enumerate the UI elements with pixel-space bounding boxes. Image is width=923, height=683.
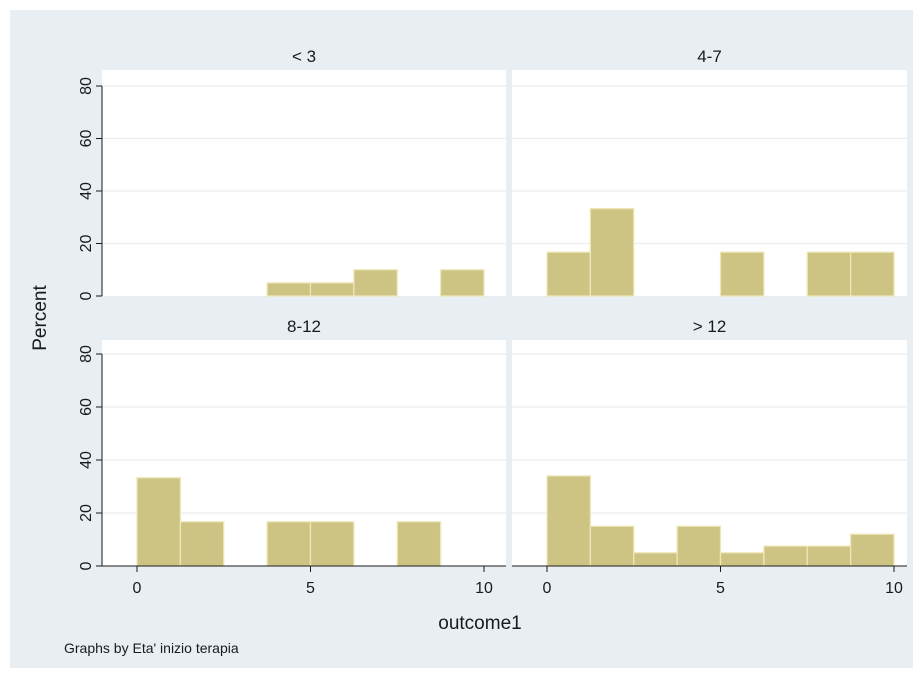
x-axis-label: outcome1 <box>438 613 521 634</box>
y-tick-label: 40 <box>78 451 95 469</box>
y-tick-label: 20 <box>78 504 95 522</box>
panel: 8-12 0 20 40 60 80 0 5 10 <box>78 311 506 597</box>
histogram-bar <box>849 533 895 567</box>
histogram-bar <box>806 545 852 567</box>
y-axis-label: Percent <box>30 285 51 351</box>
histogram-bar <box>633 552 678 567</box>
plot-area <box>102 70 506 296</box>
x-tick-label: 5 <box>716 580 725 597</box>
histogram-bar <box>589 525 635 567</box>
histogram-bar <box>849 251 895 297</box>
histogram-bar <box>309 282 355 297</box>
histogram-bar <box>719 552 765 567</box>
histogram-bar <box>309 521 355 567</box>
panel: < 3 0 20 40 60 80 <box>78 42 506 300</box>
histogram-bar <box>806 251 852 297</box>
panel: 4-7 <box>512 42 907 297</box>
panel-strip <box>102 311 506 340</box>
panel-strip <box>102 42 506 70</box>
histogram-bar <box>266 282 312 297</box>
panel: > 12 0 5 10 <box>512 311 907 597</box>
panels-group: < 3 0 20 40 60 80 4-7 8-12 0 20 40 60 80 0 5 10 > 12 0 5 10 <box>78 42 907 597</box>
histogram-bar <box>396 521 442 567</box>
histogram-bar <box>546 251 592 297</box>
y-tick-label: 0 <box>78 291 95 300</box>
panel-strip <box>512 311 907 340</box>
histogram-bar <box>179 521 225 567</box>
y-tick-label: 20 <box>78 235 95 253</box>
panel-label: < 3 <box>292 47 316 66</box>
y-tick-label: 80 <box>78 77 95 95</box>
histogram-bar <box>353 269 398 297</box>
histogram-bar <box>136 477 182 567</box>
histogram-bar <box>676 525 722 567</box>
histogram-bar <box>266 521 312 567</box>
x-tick-label: 0 <box>543 580 552 597</box>
x-tick-label: 0 <box>133 580 142 597</box>
histogram-bar <box>763 545 808 567</box>
histogram-bar <box>546 475 592 567</box>
histogram-bar <box>439 269 485 297</box>
x-tick-label: 10 <box>885 580 903 597</box>
panel-label: 4-7 <box>697 47 722 66</box>
histogram-bar <box>589 207 635 297</box>
y-tick-label: 80 <box>78 345 95 363</box>
histogram-bar <box>719 251 765 297</box>
graphs-by-note: Graphs by Eta' inizio terapia <box>64 640 239 656</box>
y-tick-label: 40 <box>78 182 95 200</box>
panel-label: 8-12 <box>287 317 321 336</box>
y-tick-label: 0 <box>78 561 95 570</box>
x-tick-label: 5 <box>306 580 315 597</box>
y-tick-label: 60 <box>78 398 95 416</box>
panel-label: > 12 <box>693 317 727 336</box>
y-tick-label: 60 <box>78 130 95 148</box>
panel-strip <box>512 42 907 70</box>
x-tick-label: 10 <box>475 580 493 597</box>
